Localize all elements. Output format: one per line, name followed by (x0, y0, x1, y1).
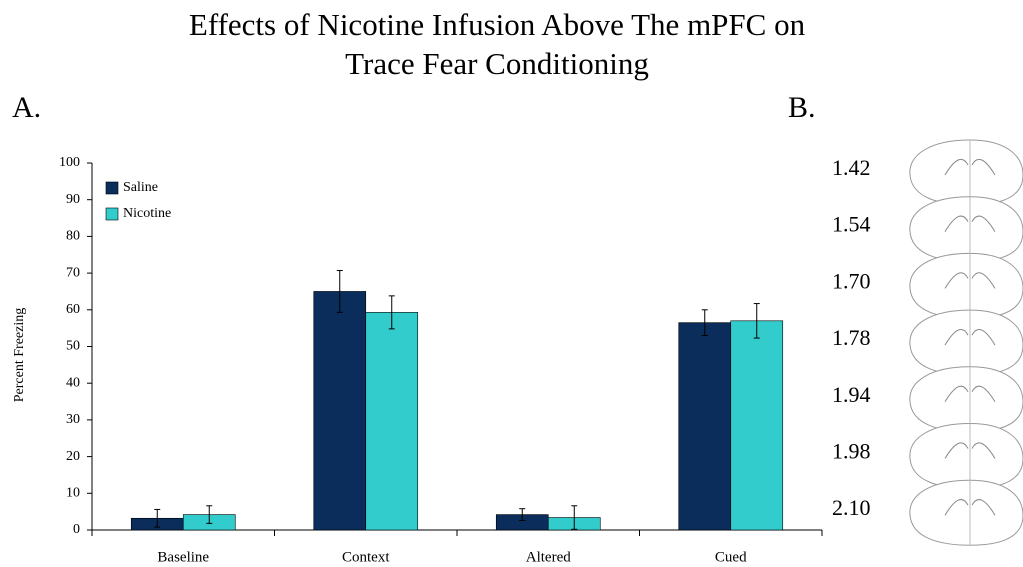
panel-label: A. (12, 91, 41, 124)
y-tick-label: 80 (66, 229, 80, 244)
legend-swatch (106, 208, 118, 220)
y-tick-label: 50 (66, 339, 80, 354)
brain-slice (910, 140, 1023, 205)
level-label: 2.10 (832, 495, 871, 520)
level-label: 1.98 (832, 439, 871, 464)
y-tick-label: 30 (66, 412, 80, 427)
brain-slice (910, 424, 1023, 489)
bar (314, 291, 366, 530)
y-tick-label: 20 (66, 449, 80, 464)
legend-label: Saline (123, 180, 158, 195)
bar (731, 321, 783, 530)
y-tick-label: 100 (59, 155, 80, 170)
y-tick-label: 90 (66, 192, 80, 207)
level-label: 1.94 (832, 382, 871, 407)
brain-slice (910, 480, 1023, 545)
y-tick-label: 0 (73, 522, 80, 537)
x-tick-label: Cued (715, 549, 747, 565)
x-tick-label: Altered (526, 549, 571, 565)
bar (366, 312, 418, 530)
title-line: Trace Fear Conditioning (345, 46, 649, 81)
legend-label: Nicotine (123, 206, 171, 221)
figure: Effects of Nicotine Infusion Above The m… (0, 0, 1023, 567)
level-label: 1.78 (832, 325, 871, 350)
legend-swatch (106, 182, 118, 194)
panel-label: B. (788, 91, 816, 124)
y-tick-label: 60 (66, 302, 80, 317)
brain-slice (910, 310, 1023, 375)
brain-slice (910, 367, 1023, 432)
level-label: 1.42 (832, 155, 871, 180)
title-line: Effects of Nicotine Infusion Above The m… (189, 7, 806, 42)
x-tick-label: Context (342, 549, 390, 565)
y-tick-label: 10 (66, 486, 80, 501)
y-axis-label: Percent Freezing (12, 308, 27, 402)
y-tick-label: 40 (66, 375, 80, 390)
bar (679, 323, 731, 530)
level-label: 1.70 (832, 268, 871, 293)
brain-slice (910, 197, 1023, 262)
brain-slice (910, 253, 1023, 318)
y-tick-label: 70 (66, 265, 80, 280)
level-label: 1.54 (832, 212, 871, 237)
x-tick-label: Baseline (157, 549, 209, 565)
